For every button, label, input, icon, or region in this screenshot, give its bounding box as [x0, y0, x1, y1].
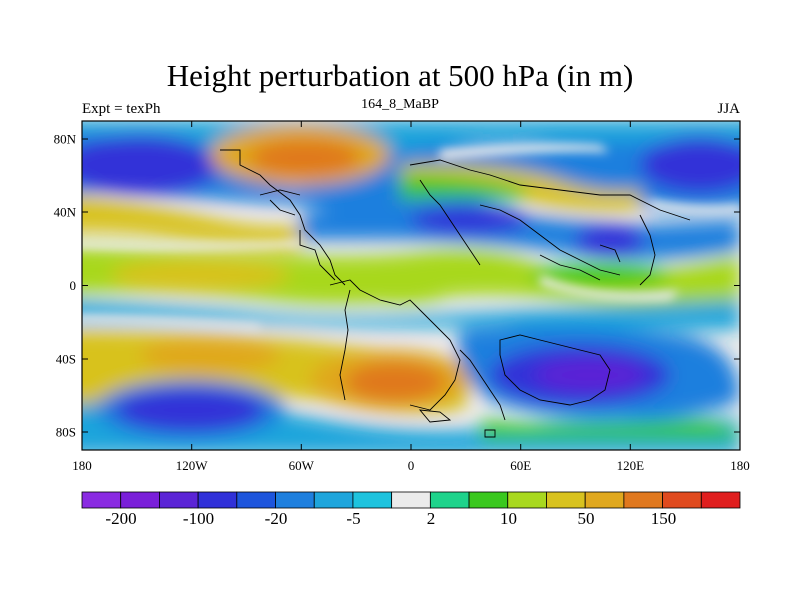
- colorbar-label: 2: [427, 509, 436, 528]
- colorbar-swatch: [546, 491, 586, 509]
- lat-label: 0: [70, 278, 77, 293]
- coastlines: [220, 149, 691, 438]
- colorbar-swatch: [623, 491, 663, 509]
- colorbar-swatch: [159, 491, 199, 509]
- colorbar-swatch: [429, 491, 470, 509]
- colorbar-swatch: [391, 491, 431, 509]
- colorbar-swatch: [507, 491, 547, 509]
- period-label: 164_8_MaBP: [361, 97, 439, 112]
- lat-tick-marks: [82, 138, 740, 433]
- colorbar-label: 50: [578, 509, 595, 528]
- lat-label: 40N: [54, 205, 77, 220]
- lon-tick-marks: [81, 121, 741, 450]
- lon-label: 180: [730, 458, 750, 473]
- colorbar-label: 10: [500, 509, 517, 528]
- lat-label: 80N: [54, 132, 77, 147]
- colorbar-swatch: [197, 491, 238, 509]
- colorbar-labels: -200 -100 -20 -5 2 10 50 150: [105, 509, 676, 528]
- colorbar-swatch: [313, 491, 354, 509]
- experiment-label: Expt = texPh: [82, 101, 161, 117]
- colorbar-swatch: [275, 491, 315, 509]
- colorbar-swatch: [700, 491, 741, 509]
- colorbar-label: -100: [183, 509, 214, 528]
- lon-label: 120W: [176, 458, 209, 473]
- plot-title: Height perturbation at 500 hPa (in m): [166, 58, 634, 93]
- colorbar-label: -5: [346, 509, 360, 528]
- colorbar-swatch: [81, 491, 122, 509]
- lon-label: 60W: [289, 458, 315, 473]
- season-label: JJA: [717, 101, 740, 117]
- lon-label: 0: [408, 458, 415, 473]
- colorbar-label: 150: [651, 509, 677, 528]
- colorbar-label: -20: [265, 509, 288, 528]
- colorbar-label: -200: [105, 509, 136, 528]
- lat-label: 80S: [56, 425, 76, 440]
- colorbar-swatch: [236, 491, 276, 509]
- colorbar-swatch: [662, 491, 702, 509]
- colorbar-swatch: [468, 491, 509, 509]
- height-field: [82, 121, 740, 450]
- lon-label: 60E: [510, 458, 531, 473]
- colorbar-swatch: [584, 491, 625, 509]
- colorbar-swatch: [352, 491, 393, 509]
- lon-label: 180: [72, 458, 92, 473]
- colorbar: [81, 491, 741, 509]
- lat-label: 40S: [56, 352, 76, 367]
- lon-label: 120E: [617, 458, 645, 473]
- colorbar-swatch: [120, 491, 160, 509]
